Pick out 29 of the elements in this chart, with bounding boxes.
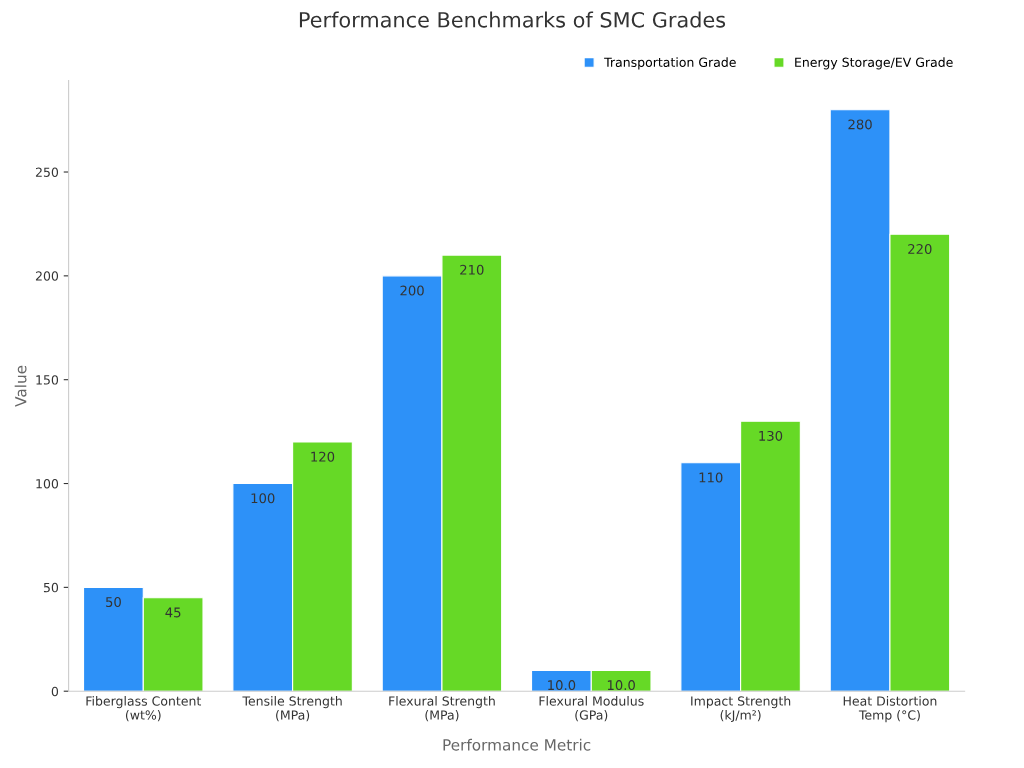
- x-tick-label: Heat Distortion Temp (°C): [843, 696, 937, 723]
- x-tick-label: Fiberglass Content (wt%): [86, 696, 202, 722]
- legend-label: Energy Storage/EV Grade: [795, 57, 953, 70]
- data-label: 210: [460, 264, 484, 275]
- y-tick-label: 50: [43, 582, 59, 593]
- x-tick-label: Flexural Modulus (GPa): [539, 696, 644, 722]
- data-label: 280: [848, 119, 872, 130]
- y-tick-label: 200: [35, 271, 59, 281]
- data-label: 50: [106, 597, 121, 608]
- y-tick-label: 250: [35, 167, 59, 177]
- data-label: 220: [908, 244, 932, 254]
- x-axis-title: Performance Metric: [443, 738, 591, 751]
- x-tick-label: Flexural Strength (MPa): [389, 696, 495, 722]
- y-tick-label: 100: [36, 479, 59, 489]
- data-label: 130: [759, 430, 783, 441]
- legend-label: Transportation Grade: [604, 57, 736, 70]
- y-axis-title: Value: [14, 365, 27, 407]
- data-label: 10.0: [548, 680, 576, 691]
- chart-title: Performance Benchmarks of SMC Grades: [299, 11, 726, 28]
- y-tick-label: 150: [36, 375, 59, 385]
- data-label: 10.0: [607, 680, 635, 691]
- data-label: 120: [311, 451, 335, 462]
- x-tick-label: Tensile Strength (MPa): [242, 696, 342, 722]
- data-label: 45: [165, 607, 181, 618]
- data-label: 100: [251, 493, 275, 504]
- x-tick-label: Impact Strength (kJ/m²): [691, 696, 791, 723]
- data-label: 110: [699, 472, 723, 483]
- data-label: 200: [400, 285, 424, 296]
- y-tick-label: 0: [51, 686, 59, 697]
